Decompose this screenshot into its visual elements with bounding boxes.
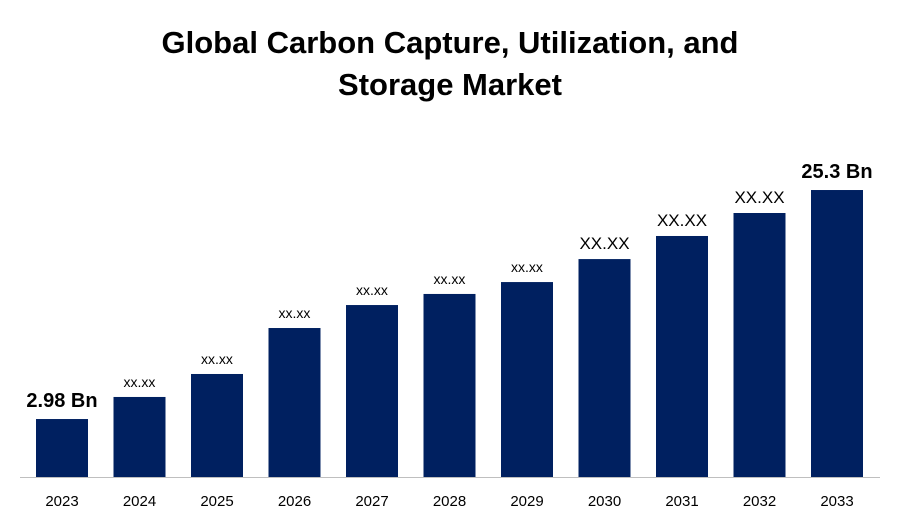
x-tick-label-2026: 2026 — [278, 493, 311, 510]
data-label-2028: xx.xx — [434, 271, 466, 287]
bar-2029 — [501, 282, 553, 477]
x-tick-label-2024: 2024 — [123, 493, 156, 510]
chart-title-line-2: Storage Market — [338, 67, 562, 102]
bar-2028 — [423, 293, 476, 477]
x-tick-label-2027: 2027 — [355, 493, 388, 510]
x-tick-label-2032: 2032 — [743, 493, 776, 510]
bar-2032 — [733, 213, 786, 477]
data-label-2025: xx.xx — [201, 351, 233, 367]
data-label-2031: XX.XX — [657, 211, 707, 230]
bar-2026 — [268, 328, 321, 477]
bar-2025 — [191, 373, 243, 477]
bar-2027 — [346, 305, 398, 477]
data-label-2033: 25.3 Bn — [801, 161, 872, 183]
data-label-2027: xx.xx — [356, 282, 388, 298]
chart-title-line-1: Global Carbon Capture, Utilization, and — [161, 25, 739, 60]
bar-2024 — [113, 396, 166, 477]
data-label-2023: 2.98 Bn — [26, 390, 97, 412]
data-label-2032: XX.XX — [734, 188, 784, 207]
x-tick-label-2030: 2030 — [588, 493, 621, 510]
chart-title: Global Carbon Capture, Utilization, and … — [0, 22, 900, 106]
bar-2031 — [656, 235, 708, 477]
x-tick-label-2033: 2033 — [820, 493, 853, 510]
bar-2023 — [36, 419, 88, 477]
x-tick-label-2025: 2025 — [200, 493, 233, 510]
data-label-2029: xx.xx — [511, 259, 543, 275]
x-tick-label-2029: 2029 — [510, 493, 543, 510]
bar-2030 — [578, 259, 631, 477]
data-label-2030: XX.XX — [579, 234, 629, 253]
x-tick-label-2031: 2031 — [665, 493, 698, 510]
data-label-2024: xx.xx — [124, 374, 156, 390]
bar-2033 — [811, 190, 863, 477]
x-tick-label-2028: 2028 — [433, 493, 466, 510]
data-label-2026: xx.xx — [279, 305, 311, 321]
x-tick-label-2023: 2023 — [45, 493, 78, 510]
